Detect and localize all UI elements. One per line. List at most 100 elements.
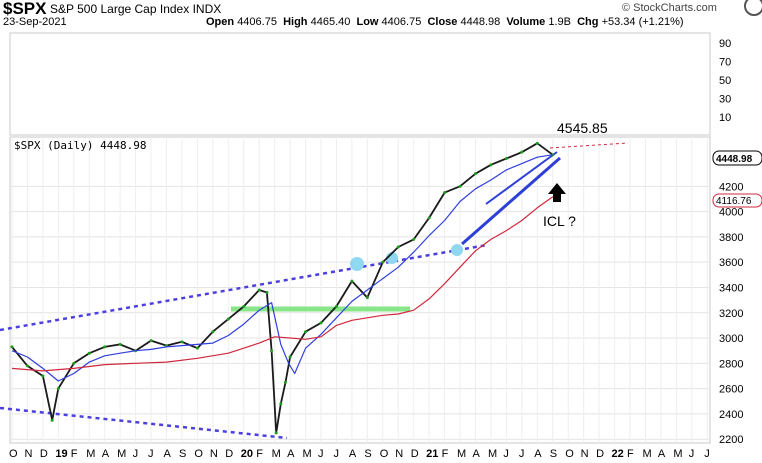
icl-label: ICL ?: [543, 213, 576, 229]
x-tick-26: D: [411, 448, 419, 460]
price-point-4: [56, 387, 60, 391]
price-point-19: [270, 349, 274, 353]
x-tick-42: A: [658, 448, 666, 460]
symbol: $SPX: [3, 0, 47, 18]
x-tick-15: 20: [241, 448, 253, 460]
high-label: High: [283, 16, 308, 28]
chart-header: $SPX S&P 500 Large Cap Index INDX 23-Sep…: [0, 0, 762, 30]
settings-icon[interactable]: [744, 0, 762, 16]
chart-title: $SPX (Daily) 4448.98: [14, 139, 146, 152]
indicator-tick-30: 30: [719, 94, 731, 106]
ma200-price-tag: 4116.76: [712, 193, 762, 208]
y-tick-2400: 2400: [719, 409, 743, 421]
rising-wedge-lower: [461, 156, 561, 246]
x-tick-39: 22: [612, 448, 624, 460]
x-tick-4: F: [71, 448, 78, 460]
indicator-panel: [9, 32, 711, 136]
index-description: S&P 500 Large Cap Index INDX: [50, 2, 221, 16]
x-tick-19: M: [303, 448, 312, 460]
peak-dashed-line: [549, 142, 629, 149]
x-tick-14: D: [225, 448, 233, 460]
y-tick-2600: 2600: [719, 384, 743, 396]
volume-label: Volume: [506, 16, 546, 28]
x-tick-37: N: [581, 448, 589, 460]
x-tick-1: N: [24, 448, 32, 460]
chg-label: Chg: [577, 16, 599, 28]
x-tick-27: 21: [426, 448, 438, 460]
price-point-35: [474, 172, 477, 176]
price-point-33: [443, 191, 447, 195]
x-tick-12: O: [194, 448, 203, 460]
x-tick-13: N: [210, 448, 218, 460]
chg-value: +53.34 (+1.21%): [601, 16, 684, 28]
price-point-14: [211, 330, 215, 334]
x-tick-3: 19: [55, 448, 67, 460]
close-label: Close: [427, 16, 458, 28]
x-tick-31: M: [488, 448, 497, 460]
touch-marker-3: [451, 244, 463, 256]
price-point-15: [226, 317, 230, 321]
price-point-16: [242, 304, 246, 308]
price-point-18: [265, 291, 269, 295]
price-point-37: [504, 156, 508, 160]
price-point-36: [489, 163, 493, 167]
x-tick-34: A: [534, 448, 542, 460]
x-tick-43: M: [673, 448, 682, 460]
price-point-7: [103, 345, 107, 349]
price-point-21: [279, 402, 283, 406]
x-tick-45: J: [704, 448, 710, 460]
price-point-1: [25, 364, 29, 368]
price-point-2: [41, 374, 45, 378]
index-name: S&P 500 Large Cap Index: [50, 2, 190, 16]
x-tick-20: J: [318, 448, 324, 460]
x-tick-30: A: [473, 448, 481, 460]
price-point-12: [180, 340, 184, 344]
last-price-value: 4448.98: [716, 154, 753, 165]
x-tick-2: D: [40, 448, 48, 460]
x-tick-5: M: [86, 448, 95, 460]
price-point-6: [87, 351, 91, 355]
y-tick-3400: 3400: [719, 282, 743, 294]
price-point-3: [50, 418, 54, 422]
y-tick-3000: 3000: [719, 333, 743, 345]
x-tick-18: A: [287, 448, 295, 460]
price-point-25: [319, 321, 323, 325]
high-value: 4465.40: [310, 16, 351, 28]
indicator-tick-90: 90: [719, 38, 731, 50]
price-point-22: [283, 380, 287, 384]
price-point-29: [381, 260, 385, 264]
price-point-38: [520, 150, 524, 154]
price-point-34: [458, 184, 462, 188]
open-label: Open: [206, 16, 235, 28]
price-point-27: [350, 279, 354, 283]
open-value: 4406.75: [237, 16, 277, 28]
price-point-5: [72, 361, 76, 365]
rising-wedge-upper: [485, 151, 558, 205]
series-lines: [10, 141, 555, 435]
y-tick-2800: 2800: [719, 358, 743, 370]
price-point-39: [535, 141, 539, 145]
x-tick-22: A: [349, 448, 357, 460]
y-tick-3200: 3200: [719, 308, 743, 320]
price-point-13: [195, 346, 199, 350]
price-point-28: [365, 296, 369, 300]
x-tick-0: O: [9, 448, 18, 460]
price-point-10: [149, 339, 153, 343]
price-point-17: [257, 288, 261, 292]
peak-label: 4545.85: [557, 120, 608, 136]
x-tick-32: J: [503, 448, 509, 460]
price-point-8: [118, 342, 122, 346]
low-label: Low: [356, 16, 379, 28]
x-tick-38: D: [596, 448, 604, 460]
x-tick-35: S: [550, 448, 557, 460]
x-tick-7: M: [117, 448, 126, 460]
low-value: 4406.75: [381, 16, 422, 28]
time-axis: O N D 19 F M A M J J A S O N D 20 F M A M J J A S O N D 21 F M A M J J A S O…: [9, 448, 710, 460]
x-tick-6: A: [102, 448, 110, 460]
price-point-0: [10, 345, 14, 349]
series-line-2: [11, 196, 554, 372]
close-value: 4448.98: [460, 16, 501, 28]
touch-marker-1: [350, 257, 364, 271]
y-tick-4200: 4200: [719, 181, 743, 193]
